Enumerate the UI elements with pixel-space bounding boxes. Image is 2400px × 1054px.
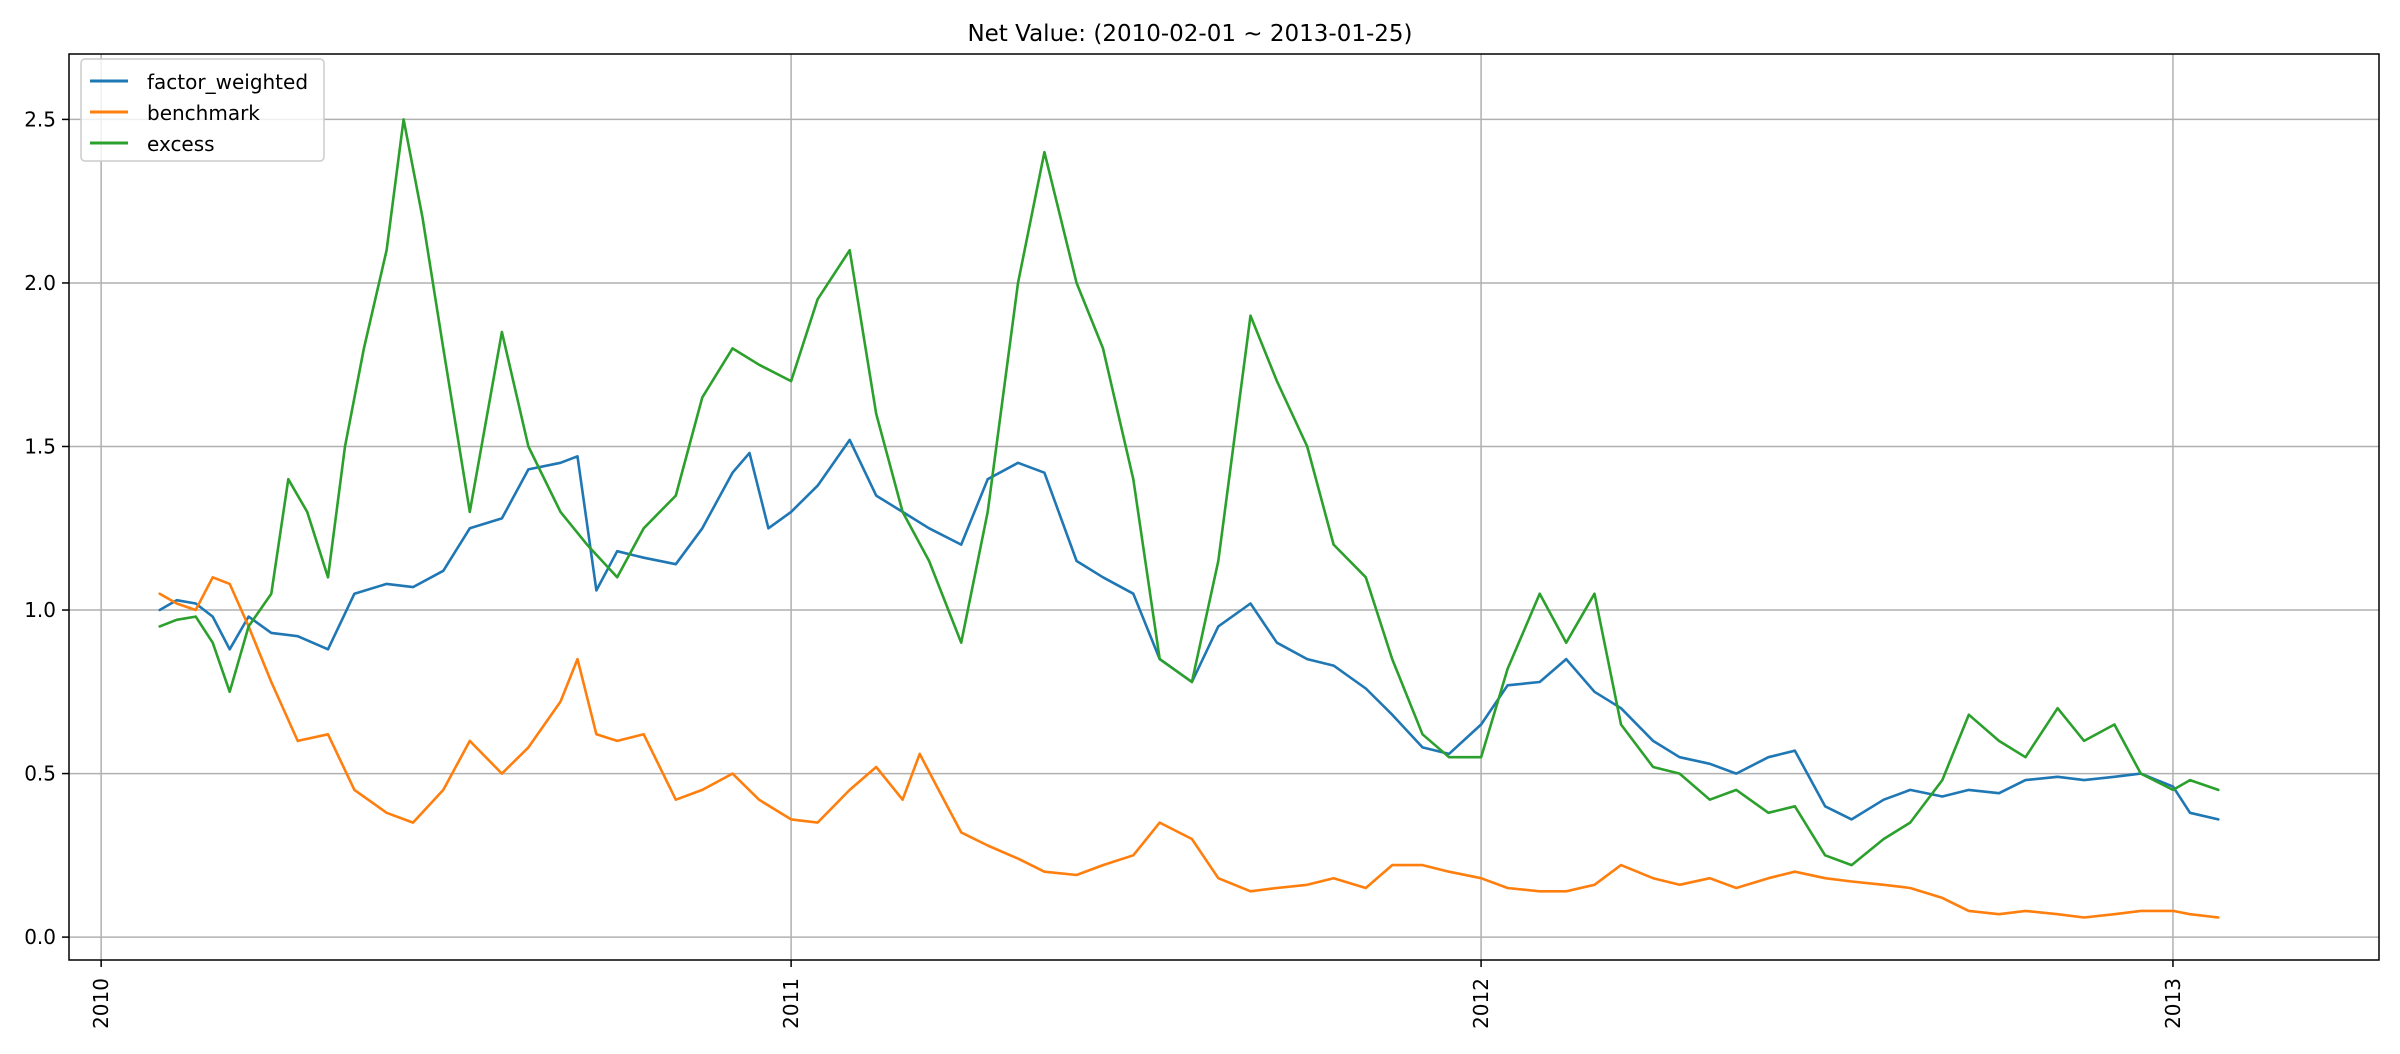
plot-frame — [68, 53, 2380, 961]
y-tick-label: 1.0 — [24, 598, 56, 622]
legend-label-benchmark: benchmark — [147, 101, 260, 125]
x-tick-label: 2012 — [1469, 978, 1493, 1029]
x-tick-label: 2010 — [89, 978, 113, 1029]
x-tick-label: 2013 — [2161, 978, 2185, 1029]
factor-weighted-line — [158, 438, 2220, 821]
grid-lines — [69, 54, 2379, 960]
legend: factor_weighted benchmark excess — [80, 58, 325, 162]
series-lines — [158, 118, 2220, 919]
y-tick-label: 2.0 — [24, 271, 56, 295]
y-tick-label: 0.0 — [24, 925, 56, 949]
legend-label-factor-weighted: factor_weighted — [147, 70, 308, 94]
legend-frame — [80, 58, 325, 162]
y-tick-label: 0.5 — [24, 762, 56, 786]
axes: 0.0 0.5 1.0 1.5 2.0 2.5 2010 2011 2012 2013 — [24, 53, 2380, 1029]
excess-line — [158, 118, 2220, 867]
chart-title: Net Value: (2010-02-01 ~ 2013-01-25) — [967, 21, 1412, 47]
legend-label-excess: excess — [147, 132, 215, 156]
x-tick-label: 2011 — [779, 978, 803, 1029]
y-tick-label: 1.5 — [24, 434, 56, 458]
y-tick-label: 2.5 — [24, 107, 56, 131]
benchmark-line — [158, 575, 2220, 919]
